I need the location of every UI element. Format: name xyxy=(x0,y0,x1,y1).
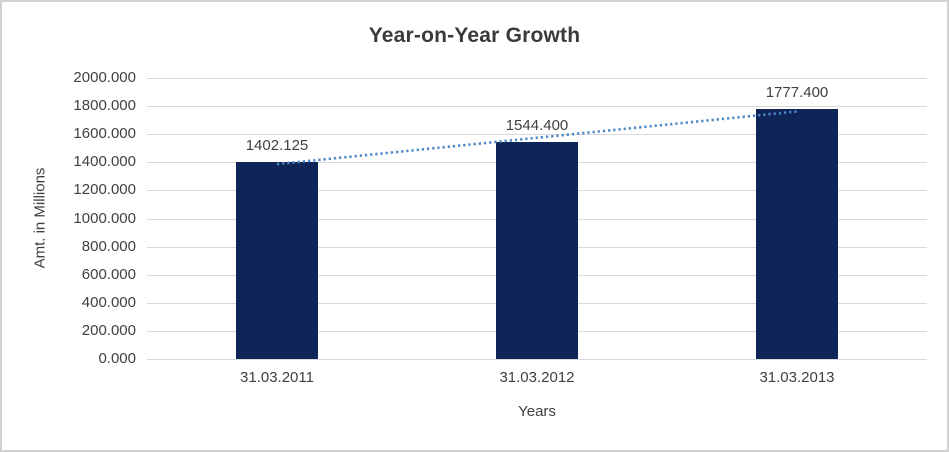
x-tick-label: 31.03.2012 xyxy=(499,369,575,386)
y-tick-label: 2000.000 xyxy=(73,69,136,86)
y-tick-label: 800.000 xyxy=(81,237,136,255)
bar-value-label: 1544.400 xyxy=(505,117,569,134)
y-tick-label: 200.000 xyxy=(81,321,136,339)
chart-title: Year-on-Year Growth xyxy=(368,24,581,47)
y-tick-label: 1200.000 xyxy=(73,181,136,199)
y-tick-label: 600.000 xyxy=(81,265,136,283)
y-tick-label: 400.000 xyxy=(81,293,136,311)
x-axis-title: Years xyxy=(518,403,556,420)
y-tick-label: 1600.000 xyxy=(73,125,136,143)
bar-value-label: 1402.125 xyxy=(245,137,309,154)
x-tick-label: 31.03.2011 xyxy=(240,369,314,386)
y-tick-label: 1800.000 xyxy=(73,97,136,115)
y-tick-label: 1000.000 xyxy=(73,209,136,227)
gridline xyxy=(147,106,927,108)
y-tick-label: 0.000 xyxy=(98,350,136,367)
bar xyxy=(236,162,318,359)
x-tick-label: 31.03.2013 xyxy=(759,369,835,386)
gridline xyxy=(147,78,927,79)
bar xyxy=(496,142,578,359)
gridline xyxy=(147,359,927,360)
y-tick-label: 1400.000 xyxy=(73,153,136,171)
bar-value-label: 1777.400 xyxy=(765,84,829,102)
bar xyxy=(756,109,838,359)
